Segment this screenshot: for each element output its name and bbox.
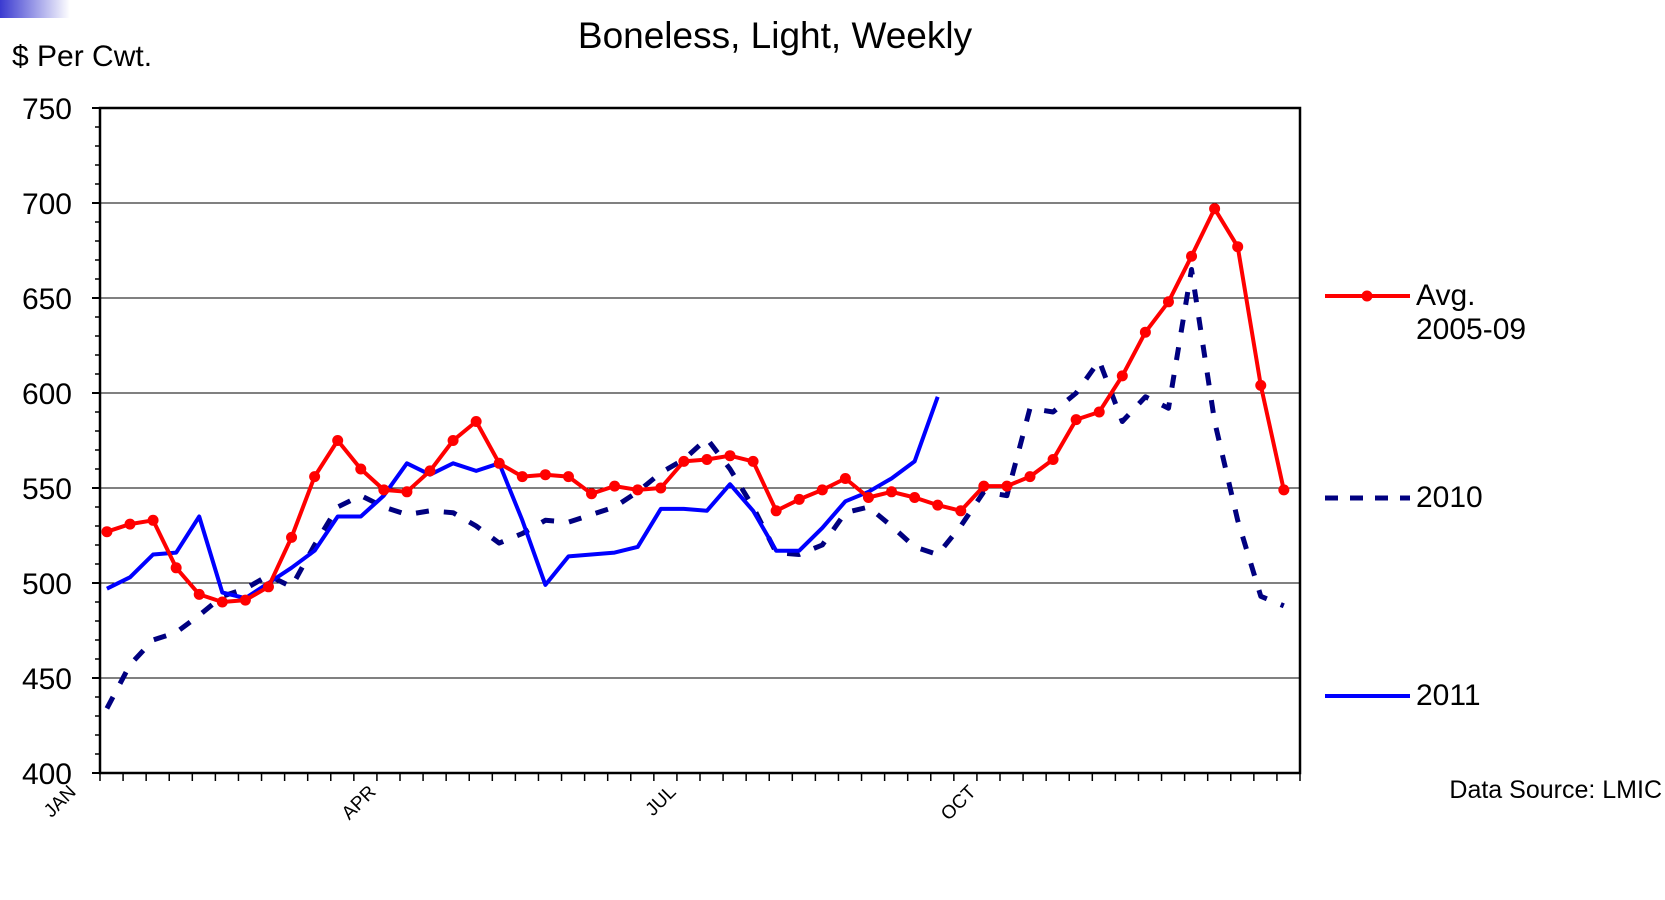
series-marker xyxy=(793,493,805,505)
series-marker xyxy=(101,526,113,538)
y-tick-label: 750 xyxy=(22,93,72,126)
series-marker xyxy=(539,469,551,481)
series-marker xyxy=(1116,370,1128,382)
series-marker xyxy=(586,488,598,500)
series-marker xyxy=(239,594,251,606)
source-note: Data Source: LMIC xyxy=(1449,776,1662,804)
series-marker xyxy=(747,455,759,467)
series-marker xyxy=(609,480,621,492)
legend-label: 2010 xyxy=(1416,481,1483,514)
series-marker xyxy=(701,454,713,465)
series-marker xyxy=(1278,484,1290,496)
series-marker xyxy=(816,484,828,496)
series-marker xyxy=(1024,471,1036,483)
series-marker xyxy=(678,455,690,467)
series-marker xyxy=(1001,480,1013,492)
series-marker xyxy=(332,435,344,446)
series-marker xyxy=(932,499,944,511)
series-marker xyxy=(1070,414,1082,426)
series-marker xyxy=(909,492,921,503)
series-marker xyxy=(1139,326,1151,338)
series-marker xyxy=(262,581,274,593)
series-marker xyxy=(378,484,390,496)
y-tick-label: 500 xyxy=(22,568,72,601)
series-marker xyxy=(355,463,367,475)
y-tick-label: 700 xyxy=(22,188,72,221)
x-tick-label: OCT xyxy=(937,781,980,824)
series-marker xyxy=(978,480,990,492)
series-marker xyxy=(1255,379,1267,391)
legend-marker xyxy=(1361,290,1373,302)
series-marker xyxy=(124,518,136,530)
series-marker xyxy=(1162,296,1174,308)
series-line xyxy=(104,267,1285,710)
chart-title: Boneless, Light, Weekly xyxy=(578,15,973,56)
y-tick-label: 400 xyxy=(22,758,72,791)
series-marker xyxy=(862,492,874,503)
series-marker xyxy=(470,416,482,427)
legend-label: Avg. 2005-09 xyxy=(1416,279,1527,346)
y-tick-label: 450 xyxy=(22,663,72,696)
series-marker xyxy=(839,473,851,484)
series-marker xyxy=(955,505,967,517)
series-marker xyxy=(562,471,574,483)
series-marker xyxy=(632,484,644,496)
x-tick-label: JUL xyxy=(642,782,681,821)
y-tick-label: 650 xyxy=(22,283,72,316)
x-tick-label: APR xyxy=(338,782,380,824)
series-marker xyxy=(1186,250,1198,262)
series-line xyxy=(106,396,940,601)
series-marker xyxy=(216,596,228,608)
series-marker xyxy=(516,471,528,483)
y-axis-label: $ Per Cwt. xyxy=(12,40,152,73)
series-marker xyxy=(193,588,205,600)
series-marker xyxy=(1232,241,1244,253)
series-marker xyxy=(493,457,505,469)
series-line xyxy=(106,206,1286,604)
series-marker xyxy=(1093,406,1105,418)
series-marker xyxy=(1209,203,1221,215)
series-marker xyxy=(724,450,736,462)
plot-frame xyxy=(98,106,1302,775)
series-marker xyxy=(401,486,413,498)
series-marker xyxy=(770,505,782,517)
series-marker xyxy=(655,482,667,494)
series-marker xyxy=(286,531,298,543)
series-marker xyxy=(447,435,459,446)
series-marker xyxy=(170,562,182,574)
series-marker xyxy=(1047,454,1059,465)
series-marker xyxy=(886,486,898,498)
series-marker xyxy=(147,514,159,526)
legend-label: 2011 xyxy=(1416,679,1481,712)
corner-decoration xyxy=(0,0,70,18)
y-tick-label: 550 xyxy=(22,473,72,506)
series-marker xyxy=(309,471,321,483)
y-tick-label: 600 xyxy=(22,378,72,411)
series-marker xyxy=(424,465,436,477)
